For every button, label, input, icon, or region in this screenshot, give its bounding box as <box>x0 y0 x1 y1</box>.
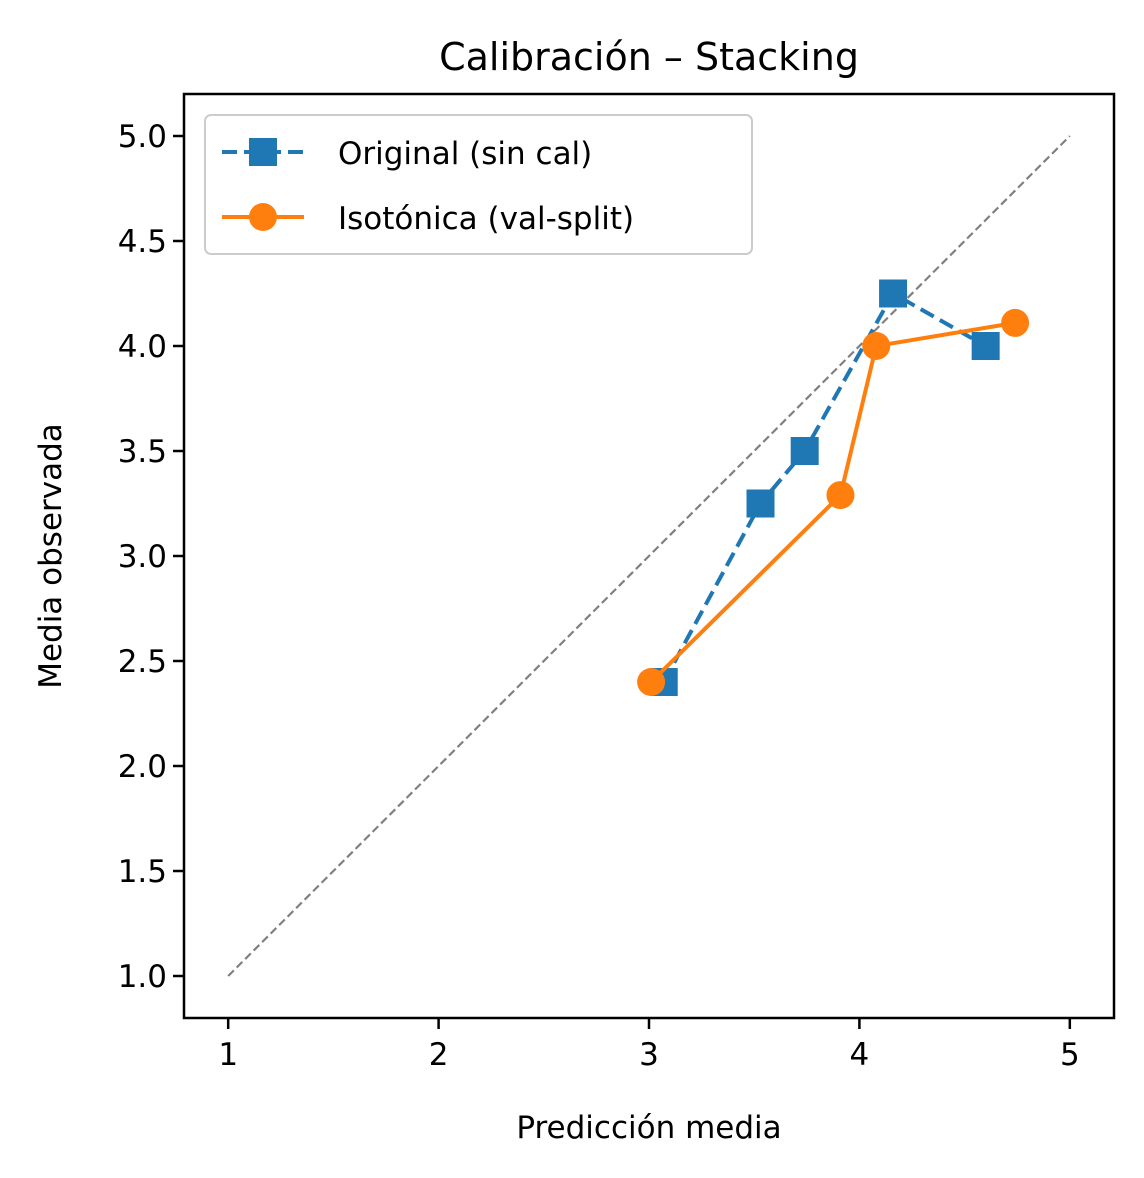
data-point-isotonica <box>862 332 891 360</box>
y-tick-label: 1.0 <box>118 959 167 995</box>
x-tick-label: 2 <box>429 1037 449 1073</box>
y-tick-label: 3.5 <box>118 434 167 470</box>
y-tick-label: 1.5 <box>118 854 167 890</box>
legend-label-original: Original (sin cal) <box>338 136 592 172</box>
legend-label-isotonica: Isotónica (val-split) <box>338 201 634 237</box>
y-tick-label: 4.0 <box>118 329 167 365</box>
x-tick-label: 1 <box>218 1037 238 1073</box>
x-axis-label: Predicción media <box>516 1110 781 1146</box>
y-axis-ticks: 1.0 1.5 2.0 2.5 3.0 3.5 4.0 4.5 5.0 <box>118 119 184 995</box>
y-tick-label: 2.0 <box>118 749 167 785</box>
legend: Original (sin cal) Isotónica (val-split) <box>204 114 753 255</box>
legend-entry-isotonica: Isotónica (val-split) <box>222 201 634 237</box>
data-point-isotonica <box>1001 308 1030 337</box>
data-point-isotonica <box>637 668 666 696</box>
data-point-original <box>746 489 775 518</box>
y-axis-label: Media observada <box>33 423 69 689</box>
perfect-calibration-line <box>227 135 1071 977</box>
data-point-original <box>971 332 1000 360</box>
y-tick-label: 2.5 <box>118 644 167 680</box>
plot-area <box>227 135 1071 977</box>
x-axis-ticks: 1 2 3 4 5 <box>218 1018 1080 1073</box>
legend-entry-original: Original (sin cal) <box>222 136 592 172</box>
legend-marker-isotonica <box>249 203 277 231</box>
x-tick-label: 3 <box>639 1037 659 1073</box>
legend-frame <box>204 114 753 255</box>
y-tick-label: 5.0 <box>118 119 167 155</box>
data-point-original <box>790 437 819 465</box>
y-tick-label: 3.0 <box>118 539 167 575</box>
series-line-isotonica <box>649 320 1016 684</box>
data-point-isotonica <box>826 481 855 510</box>
chart-title: Calibración – Stacking <box>439 35 859 79</box>
x-tick-label: 4 <box>850 1037 870 1073</box>
legend-marker-original <box>249 138 277 166</box>
x-tick-label: 5 <box>1060 1037 1080 1073</box>
y-tick-label: 4.5 <box>118 224 167 260</box>
data-point-original <box>879 279 908 308</box>
